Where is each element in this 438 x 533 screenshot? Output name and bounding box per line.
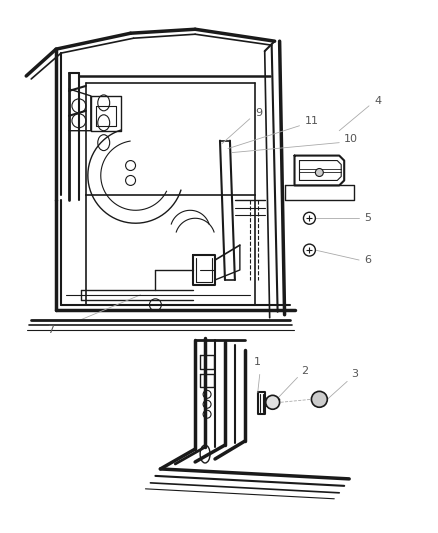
Text: 11: 11 [304, 116, 318, 126]
Text: 10: 10 [344, 134, 358, 144]
Text: 3: 3 [351, 369, 358, 379]
Text: 6: 6 [364, 255, 371, 265]
Text: 9: 9 [255, 108, 262, 118]
Text: 1: 1 [254, 357, 261, 367]
Text: 2: 2 [301, 367, 309, 376]
Text: 4: 4 [374, 96, 381, 106]
Circle shape [315, 168, 323, 176]
Text: 5: 5 [364, 213, 371, 223]
Circle shape [311, 391, 327, 407]
Circle shape [266, 395, 279, 409]
Text: 7: 7 [47, 325, 55, 335]
